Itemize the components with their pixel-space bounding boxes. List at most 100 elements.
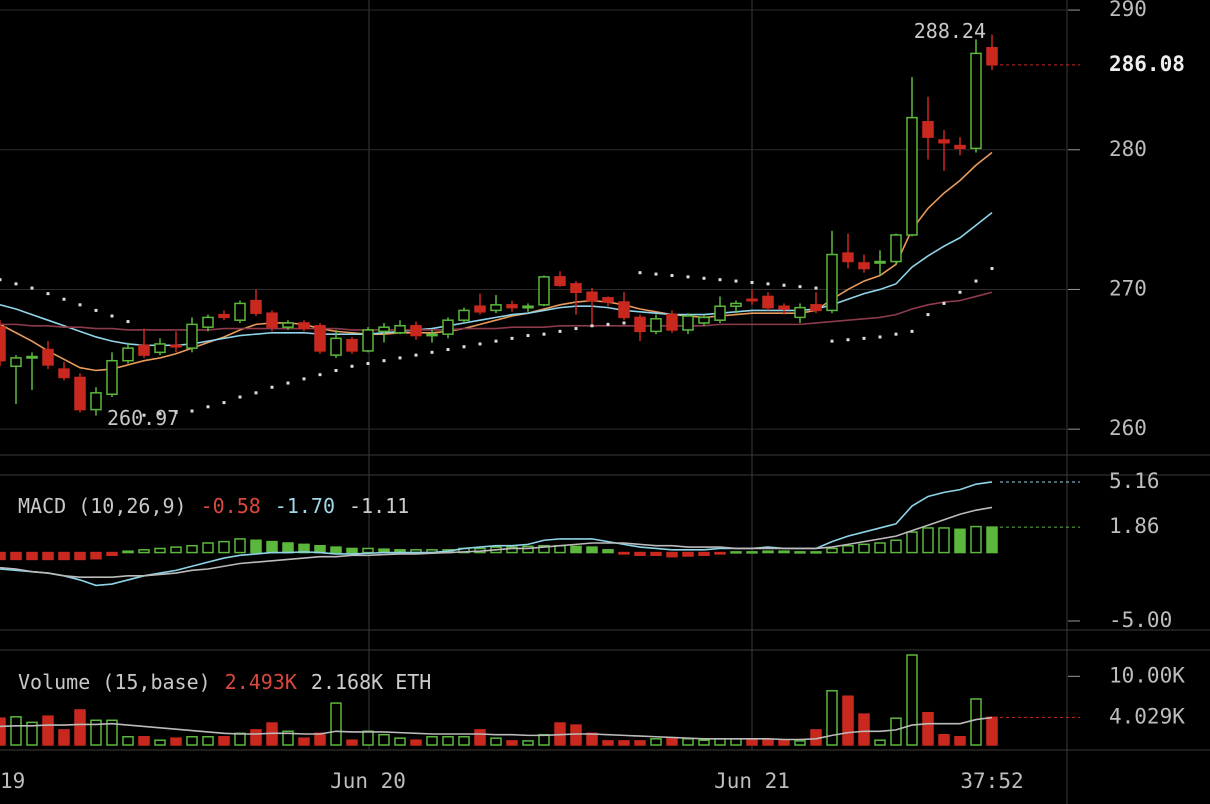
y-tick-label: 270 [1109, 276, 1147, 300]
volume-bar [106, 719, 118, 746]
volume-bar [730, 738, 742, 746]
candle-body [26, 355, 38, 359]
histogram-bar [330, 546, 342, 554]
volume-bar [922, 711, 934, 746]
histogram-bar [538, 544, 550, 554]
candle-body [986, 47, 998, 66]
sar-dot [238, 395, 242, 399]
volume-bar [682, 738, 694, 746]
sar-dot [702, 276, 706, 280]
volume-bar [394, 737, 406, 746]
legend: MACD (10,26,9) -0.58 -1.70 -1.11 [18, 494, 409, 518]
histogram-bar [170, 546, 182, 554]
sar-dot [14, 282, 18, 286]
sar-dot [430, 350, 434, 354]
sar-dot [350, 364, 354, 368]
histogram-bar [922, 527, 934, 554]
volume-bar [330, 702, 342, 746]
candle-body [186, 323, 198, 349]
volume-bar [970, 698, 982, 746]
sar-dot [30, 286, 34, 290]
volume-bar [90, 719, 102, 746]
x-tick-label: Jun 20 [330, 769, 406, 793]
candle-body [586, 291, 598, 302]
last-value-label: 5.16 [1109, 469, 1160, 493]
candle-body [682, 315, 694, 331]
y-tick-label: 280 [1109, 137, 1147, 161]
histogram-bar [58, 551, 70, 561]
candle-body [170, 344, 182, 348]
histogram-bar [666, 551, 678, 558]
candle-body [74, 376, 86, 411]
candle-body [394, 325, 406, 334]
sar-dot [526, 334, 530, 338]
candle-body [746, 298, 758, 302]
sar-dot [846, 338, 850, 342]
sar-dot [558, 329, 562, 333]
histogram-bar [506, 546, 518, 554]
candle-body [538, 276, 550, 306]
volume-bar [122, 736, 134, 746]
histogram-bar [90, 551, 102, 560]
histogram-bar [602, 549, 614, 554]
histogram-bar [282, 542, 294, 554]
legend-title: Volume (15,base) [18, 670, 211, 694]
histogram-bar [218, 540, 230, 554]
histogram-bar [26, 551, 38, 561]
candle-body [922, 121, 934, 138]
candle-body [410, 325, 422, 337]
volume-bar [490, 737, 502, 746]
candle-body [778, 305, 790, 310]
histogram-bar [74, 551, 86, 561]
histogram-bar [618, 551, 630, 555]
volume-bar [26, 721, 38, 746]
low-label: 260.97 [107, 406, 179, 430]
sar-dot [190, 409, 194, 413]
sar-dot [254, 391, 258, 395]
histogram-bar [266, 540, 278, 554]
volume-bar [938, 733, 950, 746]
histogram-bar [730, 551, 742, 554]
legend-value: -1.11 [349, 494, 409, 518]
sar-dot [718, 278, 722, 282]
candle-body [234, 302, 246, 321]
volume-bar [474, 729, 486, 746]
candle-body [698, 316, 710, 324]
candle-body [970, 52, 982, 150]
histogram-bar [202, 542, 214, 554]
candle-body [122, 347, 134, 362]
histogram-bar [122, 550, 134, 554]
histogram-bar [346, 547, 358, 554]
histogram-bar [778, 550, 790, 554]
histogram-bar [0, 551, 6, 561]
sar-dot [622, 321, 626, 325]
candle-body [794, 306, 806, 319]
sar-dot [542, 332, 546, 336]
histogram-bar [698, 551, 710, 557]
sar-dot [798, 285, 802, 289]
candle-body [202, 316, 214, 328]
candle-body [474, 305, 486, 313]
sar-dot [318, 373, 322, 377]
sar-dot [750, 280, 754, 284]
candle-body [426, 333, 438, 337]
volume-bar [378, 733, 390, 746]
histogram-bar [954, 528, 966, 554]
candle-body [554, 276, 566, 287]
volume-bar [314, 732, 326, 746]
volume-bar [74, 709, 86, 746]
volume-bar [890, 717, 902, 746]
moving-average [0, 211, 993, 347]
sar-dot [958, 290, 962, 294]
candle-body [842, 252, 854, 263]
volume-bar [154, 739, 166, 746]
histogram-bar [186, 544, 198, 554]
sar-dot [926, 313, 930, 317]
volume-bar [170, 737, 182, 746]
candle-body [810, 304, 822, 312]
histogram-bar [794, 551, 806, 554]
histogram-bar [826, 547, 838, 554]
sar-dot [462, 345, 466, 349]
volume-bar [218, 736, 230, 746]
histogram-bar [746, 551, 758, 554]
